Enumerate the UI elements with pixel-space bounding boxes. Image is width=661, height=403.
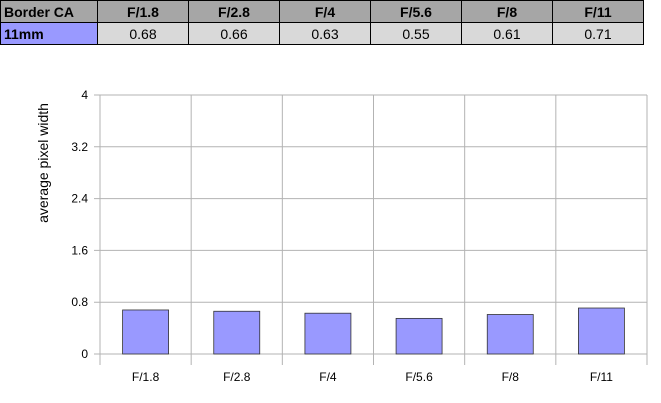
data-row: 11mm 0.68 0.66 0.63 0.55 0.61 0.71: [0, 22, 644, 45]
value-cell: 0.61: [461, 22, 553, 45]
x-tick-label: F/4: [319, 370, 337, 384]
value-cell: 0.63: [279, 22, 371, 45]
y-tick-label: 4: [81, 88, 88, 102]
header-cell: F/8: [461, 0, 553, 23]
x-tick-label: F/5.6: [405, 370, 433, 384]
y-tick-label: 3.2: [71, 140, 88, 154]
value-cell: 0.71: [552, 22, 644, 45]
bar: [122, 309, 169, 355]
bar: [395, 317, 443, 355]
x-tick-label: F/8: [502, 370, 520, 384]
x-tick-label: F/11: [590, 370, 613, 384]
header-cell: F/2.8: [188, 0, 280, 23]
y-tick-label: 0: [81, 347, 88, 361]
header-row: Border CA F/1.8 F/2.8 F/4 F/5.6 F/8 F/11: [0, 0, 644, 23]
header-cell: F/1.8: [97, 0, 189, 23]
y-tick-label: 1.6: [71, 243, 88, 257]
x-tick-label: F/2.8: [223, 370, 251, 384]
data-table: Border CA F/1.8 F/2.8 F/4 F/5.6 F/8 F/11 11mm 0…: [0, 0, 644, 45]
value-cell: 0.66: [188, 22, 280, 45]
header-cell: F/5.6: [370, 0, 462, 23]
x-tick-label: F/1.8: [132, 370, 160, 384]
value-cell: 0.68: [97, 22, 189, 45]
row-label: 11mm: [0, 22, 98, 45]
bar: [213, 310, 261, 355]
header-cell: Border CA: [0, 0, 98, 23]
header-cell: F/11: [552, 0, 644, 23]
bar: [304, 312, 352, 355]
bar: [486, 314, 534, 355]
y-axis-title: average pixel width: [35, 103, 51, 223]
value-cell: 0.55: [370, 22, 462, 45]
bar: [578, 307, 625, 355]
y-tick-label: 2.4: [71, 192, 88, 206]
y-tick-label: 0.8: [71, 295, 88, 309]
